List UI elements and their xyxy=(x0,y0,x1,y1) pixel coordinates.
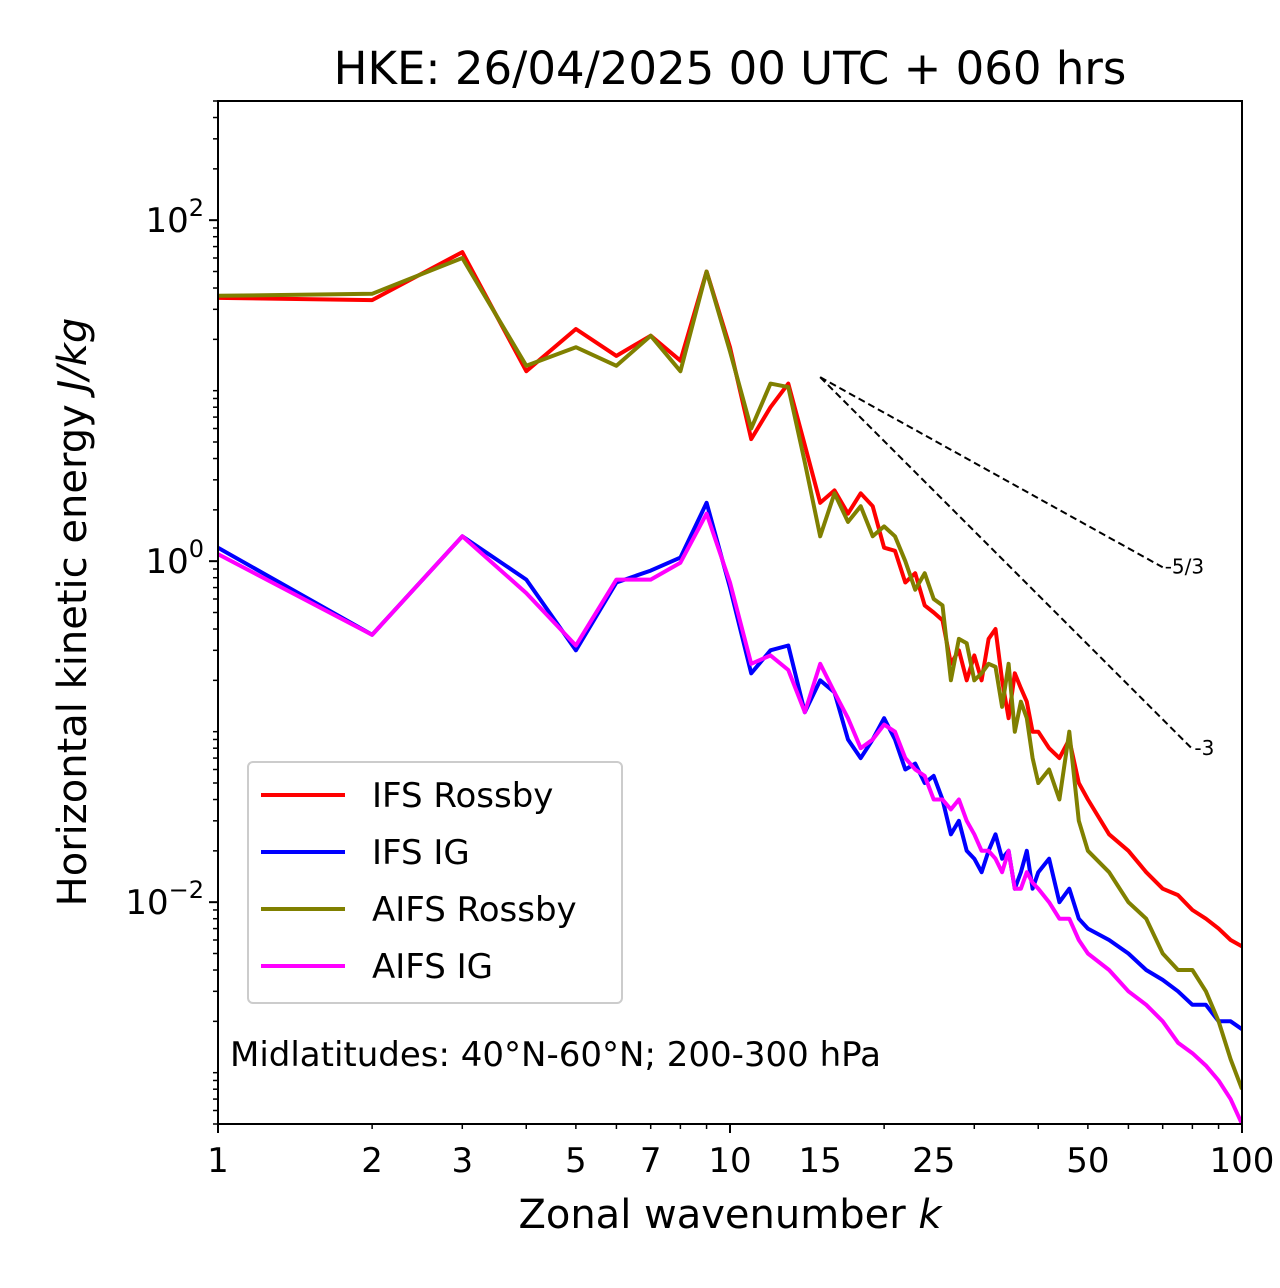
reference-line-label-1: -5/3 xyxy=(1165,554,1204,578)
x-tick-label: 100 xyxy=(1210,1141,1275,1181)
chart-title: HKE: 26/04/2025 00 UTC + 060 hrs xyxy=(334,42,1127,95)
legend-label-ifs-ig: IFS IG xyxy=(372,833,470,873)
x-tick-label: 15 xyxy=(799,1141,842,1181)
series-line-aifs-rossby xyxy=(218,256,1242,1090)
y-tick-label: 10−2 xyxy=(125,876,204,923)
x-axis: 1 2 3 5 7 10 15 25 50 100 xyxy=(207,1124,1274,1181)
y-axis-label: Horizontal kinetic energy J/kg xyxy=(50,318,96,907)
legend-label-aifs-rossby: AIFS Rossby xyxy=(372,890,577,930)
legend: IFS Rossby IFS IG AIFS Rossby AIFS IG xyxy=(247,761,623,1004)
x-tick-label: 2 xyxy=(361,1141,383,1181)
x-axis-label: Zonal wavenumber k xyxy=(518,1192,943,1238)
region-annotation: Midlatitudes: 40°N-60°N; 200-300 hPa xyxy=(230,1035,881,1075)
y-axis-label-text: Horizontal kinetic energy xyxy=(50,404,96,906)
x-tick-label: 50 xyxy=(1066,1141,1109,1181)
x-tick-label: 5 xyxy=(565,1141,587,1181)
legend-label-ifs-rossby: IFS Rossby xyxy=(372,776,553,816)
reference-line-label-2: -3 xyxy=(1194,736,1214,760)
y-axis: 10−2 100 102 xyxy=(125,100,218,1125)
x-tick-label: 1 xyxy=(207,1141,229,1181)
legend-label-aifs-ig: AIFS IG xyxy=(372,947,493,987)
x-tick-label: 10 xyxy=(708,1141,751,1181)
series-line-aifs-ig xyxy=(218,511,1242,1124)
x-tick-label: 3 xyxy=(451,1141,473,1181)
y-axis-label-unit: J/kg xyxy=(50,318,96,399)
x-axis-label-text: Zonal wavenumber xyxy=(518,1192,906,1238)
x-tick-label: 25 xyxy=(912,1141,955,1181)
y-tick-label: 102 xyxy=(145,194,204,241)
x-tick-label: 7 xyxy=(640,1141,662,1181)
y-tick-label: 100 xyxy=(145,535,204,582)
plot-area xyxy=(218,250,1242,1124)
reference-line-1 xyxy=(819,376,1164,569)
legend-box xyxy=(247,761,623,1004)
x-axis-label-var: k xyxy=(918,1192,943,1238)
